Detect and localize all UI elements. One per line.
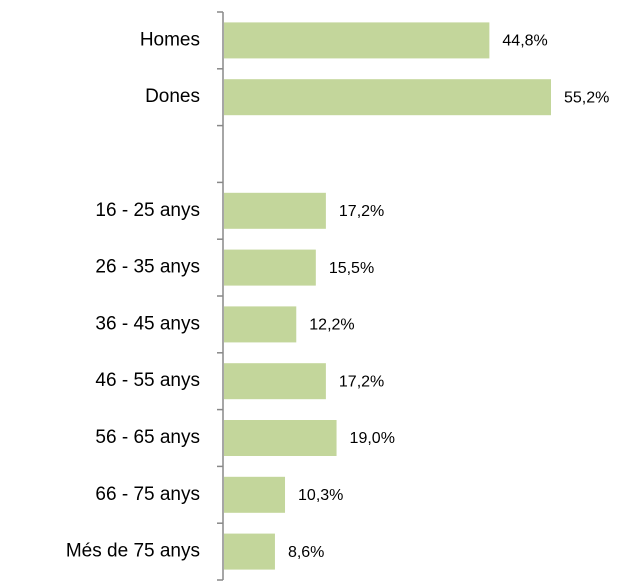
category-label: 46 - 55 anys (95, 370, 200, 391)
value-label: 17,2% (339, 203, 384, 220)
category-label: 16 - 25 anys (95, 200, 200, 221)
category-label: 66 - 75 anys (95, 484, 200, 505)
value-label: 17,2% (339, 373, 384, 390)
bar (224, 192, 326, 229)
value-label: 44,8% (502, 33, 547, 50)
bar (224, 363, 326, 400)
category-label: Dones (145, 86, 200, 107)
bar (224, 533, 275, 570)
value-label: 19,0% (350, 430, 395, 447)
category-label: Homes (140, 29, 200, 50)
category-label: 56 - 65 anys (95, 427, 200, 448)
value-label: 8,6% (288, 544, 324, 561)
value-label: 10,3% (298, 487, 343, 504)
bar (224, 79, 551, 116)
bar (224, 306, 297, 343)
bar (224, 249, 316, 286)
category-label: 26 - 35 anys (95, 257, 200, 278)
value-label: 55,2% (564, 89, 609, 106)
category-label: Més de 75 anys (66, 541, 200, 562)
value-label: 12,2% (309, 317, 354, 334)
category-label: 36 - 45 anys (95, 313, 200, 334)
bar (224, 476, 286, 513)
bar (224, 22, 490, 59)
value-label: 15,5% (329, 260, 374, 277)
bar (224, 420, 337, 456)
